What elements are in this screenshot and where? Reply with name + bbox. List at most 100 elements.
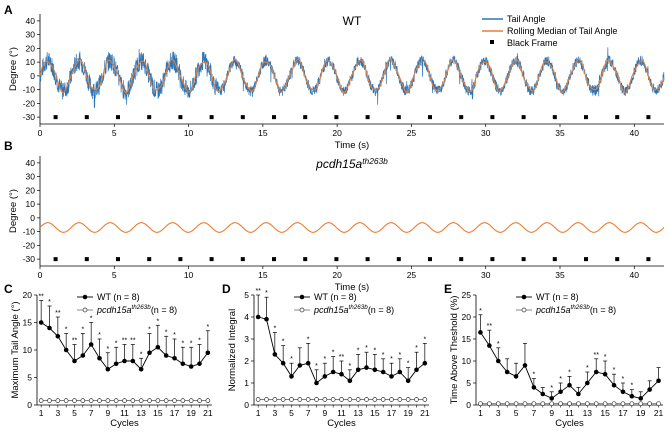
- x-tick-label: 25: [407, 128, 417, 138]
- black-frame-marker: [646, 257, 651, 262]
- mutant-data-point: [188, 398, 194, 403]
- significance-marker: *: [407, 361, 410, 368]
- black-frame-marker: [53, 115, 58, 120]
- x-tick-label: 9: [322, 408, 327, 418]
- x-tick-label: 0: [38, 270, 43, 280]
- x-tick-label: 0: [38, 128, 43, 138]
- significance-marker: *: [613, 367, 616, 374]
- wt-data-point: [80, 353, 86, 358]
- x-tick-label: 7: [306, 408, 311, 418]
- black-frame-marker: [209, 115, 214, 120]
- wt-data-point: [522, 363, 528, 368]
- x-tick-label: 20: [332, 270, 342, 280]
- significance-marker: *: [181, 340, 184, 347]
- wt-data-point: [163, 353, 169, 358]
- mutant-data-point: [576, 401, 581, 407]
- mutant-data-point: [55, 398, 61, 403]
- mutant-data-point: [478, 401, 483, 407]
- wt-data-point: [172, 355, 177, 361]
- significance-marker: *: [398, 352, 401, 359]
- black-frame-marker: [584, 257, 588, 262]
- black-frame-marker: [240, 115, 245, 120]
- black-frame-marker: [552, 115, 557, 120]
- wt-data-point: [264, 316, 269, 322]
- wt-data-point: [330, 369, 336, 375]
- y-axis-label: Degree (°): [8, 47, 19, 91]
- mutant-data-point: [297, 397, 303, 402]
- significance-marker: *: [622, 376, 625, 383]
- mutant-data-point: [255, 397, 261, 402]
- x-tick-label: 17: [170, 408, 180, 418]
- x-tick-label: 3: [272, 408, 277, 418]
- x-tick-label: 5: [72, 408, 77, 418]
- black-frame-marker: [615, 257, 620, 262]
- mutant-data-point: [647, 401, 652, 407]
- wt-data-point: [355, 367, 361, 373]
- significance-marker: *: [382, 352, 385, 359]
- x-tick-label: 17: [618, 408, 628, 418]
- x-axis-label: Cycles: [327, 418, 356, 429]
- wt-data-point: [122, 358, 127, 364]
- y-tick-label: 2: [244, 356, 249, 366]
- wt-data-point: [405, 378, 411, 384]
- mutant-data-point: [504, 401, 510, 407]
- wt-data-point: [289, 374, 294, 379]
- significance-marker: *: [165, 329, 168, 336]
- black-frame-marker: [646, 115, 651, 120]
- significance-marker: **: [72, 338, 78, 345]
- legend-mutant-label: pcdh15ath263b(n = 8): [313, 304, 394, 315]
- x-tick-label: 19: [636, 408, 646, 418]
- black-frame-marker: [334, 257, 339, 262]
- mutant-data-point: [272, 397, 278, 402]
- mutant-data-point: [72, 398, 77, 403]
- y-tick-label: 30: [26, 172, 36, 182]
- x-tick-label: 5: [514, 408, 519, 418]
- rolling-median-series: [39, 222, 665, 233]
- wt-data-point: [55, 333, 61, 339]
- mutant-data-point: [513, 401, 519, 407]
- x-tick-label: 35: [555, 128, 565, 138]
- legend-wt-swatch: [299, 294, 305, 300]
- x-tick-label: 30: [481, 128, 491, 138]
- black-frame-marker: [552, 257, 557, 262]
- y-tick-label: 20: [462, 312, 472, 322]
- wt-data-point: [305, 360, 311, 366]
- y-axis-label: Maximum Tail Angle (°): [10, 301, 21, 398]
- x-tick-label: 1: [256, 408, 261, 418]
- mutant-data-point: [389, 397, 394, 402]
- mutant-data-point: [197, 398, 202, 403]
- mutant-data-point: [205, 398, 211, 403]
- legend-mutant-swatch: [521, 307, 527, 313]
- wt-data-point: [422, 360, 428, 366]
- x-tick-label: 10: [184, 270, 194, 280]
- mutant-data-point: [147, 398, 152, 403]
- mutant-data-point: [355, 397, 361, 402]
- y-tick-label: 5: [27, 373, 32, 383]
- significance-marker: *: [357, 347, 360, 354]
- significance-marker: *: [348, 363, 351, 370]
- legend-tail-angle-label: Tail Angle: [507, 14, 546, 24]
- significance-marker: *: [497, 341, 500, 348]
- y-tick-label: 10: [26, 57, 36, 67]
- y-tick-label: -20: [23, 240, 36, 250]
- legend-wt-label: WT (n = 8): [536, 292, 579, 302]
- y-tick-label: -10: [23, 227, 36, 237]
- significance-marker: *: [265, 290, 268, 297]
- x-tick-label: 7: [89, 408, 94, 418]
- black-frame-marker: [459, 257, 464, 262]
- wt-data-point: [63, 347, 69, 353]
- panel-letter-a: A: [4, 3, 13, 17]
- significance-marker: *: [323, 356, 326, 363]
- mutant-data-point: [113, 398, 119, 403]
- y-tick-label: -30: [23, 112, 36, 122]
- wt-data-point: [567, 382, 572, 388]
- y-tick-label: -20: [23, 98, 36, 108]
- significance-marker: *: [98, 332, 101, 339]
- wt-data-point: [130, 358, 136, 364]
- significance-marker: *: [140, 351, 143, 358]
- x-tick-label: 40: [630, 128, 640, 138]
